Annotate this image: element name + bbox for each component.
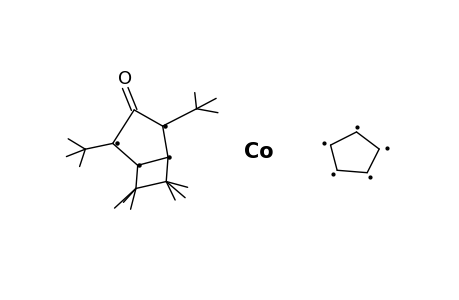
Text: O: O: [118, 70, 132, 88]
Text: Co: Co: [244, 142, 273, 161]
